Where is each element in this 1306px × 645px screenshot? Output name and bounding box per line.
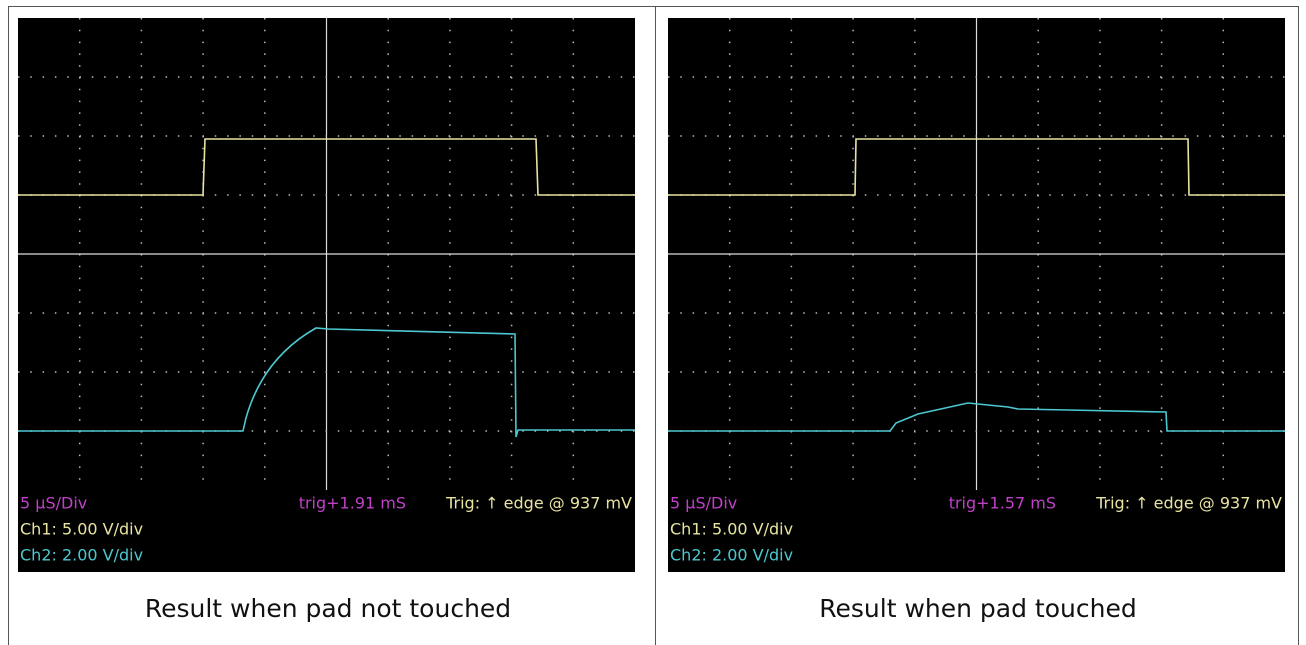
caption: Result when pad touched xyxy=(668,594,1288,623)
table-border xyxy=(1298,6,1299,645)
timebase: 5 µS/Div xyxy=(20,494,87,513)
timebase: 5 µS/Div xyxy=(670,494,737,513)
trigger-time: trig+1.57 mS xyxy=(949,494,1056,513)
trigger: Trig: ↑ edge @ 937 mV xyxy=(1095,494,1282,513)
ch2-scale: Ch2: 2.00 V/div xyxy=(20,546,143,565)
ch1-scale: Ch1: 5.00 V/div xyxy=(670,520,793,539)
page: 5 µS/Div trig+1.91 mS Trig: ↑ edge @ 937 m… xyxy=(0,0,1306,645)
table-border xyxy=(655,6,656,645)
trigger-time: trig+1.91 mS xyxy=(299,494,406,513)
trigger: Trig: ↑ edge @ 937 mV xyxy=(445,494,632,513)
caption: Result when pad not touched xyxy=(18,594,638,623)
table-border xyxy=(8,6,1299,7)
ch1-scale: Ch1: 5.00 V/div xyxy=(20,520,143,539)
ch2-scale: Ch2: 2.00 V/div xyxy=(670,546,793,565)
scope-screen: 5 µS/Div trig+1.91 mS Trig: ↑ edge @ 937 m… xyxy=(18,18,635,572)
scope-screen: 5 µS/Div trig+1.57 mS Trig: ↑ edge @ 937 m… xyxy=(668,18,1285,572)
table-border xyxy=(8,6,9,645)
